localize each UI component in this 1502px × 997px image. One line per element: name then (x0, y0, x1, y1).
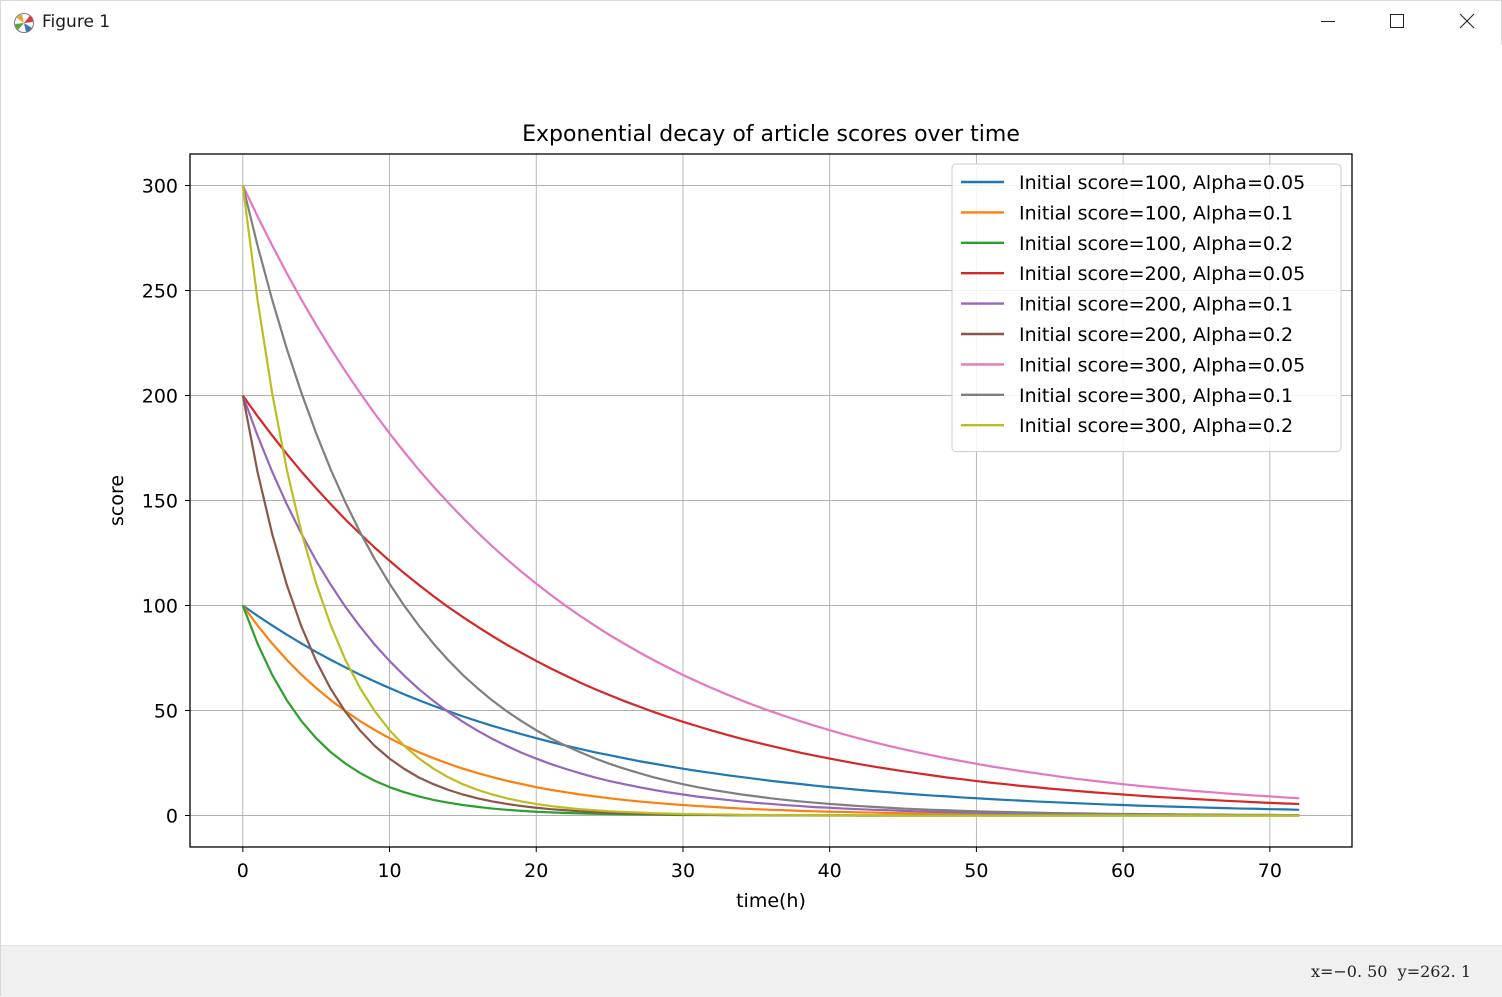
x-axis-label: time(h) (736, 890, 806, 912)
series-line-9 (241, 185, 1300, 817)
figure-canvas[interactable]: 0 10 20 30 40 50 60 70 0 50 100 150 200 250 300 Exponen… (1, 45, 1502, 945)
series-line-7 (241, 185, 1300, 800)
x-tick-label: 70 (1258, 860, 1282, 882)
series-line-1 (242, 604, 1300, 811)
legend-box (951, 163, 1342, 453)
x-tick-label: 10 (377, 860, 401, 882)
legend-entry-label: Initial score=100, Alpha=0.05 (1019, 172, 1305, 194)
x-tick-label: 50 (964, 860, 988, 882)
window-title: Figure 1 (42, 12, 111, 32)
y-tick-label: 50 (154, 701, 178, 723)
y-tick-label: 150 (142, 491, 178, 513)
x-tick-label: 60 (1111, 860, 1135, 882)
status-bar: x=−0. 50 y=262. 1 (1, 945, 1502, 997)
y-tick-label: 300 (142, 176, 178, 198)
series-line-8 (241, 185, 1300, 817)
legend-entry-label: Initial score=200, Alpha=0.2 (1019, 324, 1293, 346)
close-button[interactable] (1432, 1, 1502, 45)
legend-entry-label: Initial score=300, Alpha=0.05 (1019, 354, 1305, 376)
legend-entry-label: Initial score=100, Alpha=0.2 (1019, 233, 1293, 255)
x-tick-label: 0 (237, 860, 249, 882)
title-bar[interactable]: Figure 1 (1, 1, 1501, 45)
x-tick-label: 30 (671, 860, 695, 882)
matplotlib-figure-icon (13, 12, 35, 34)
y-axis-label: score (106, 475, 128, 526)
maximize-icon (1389, 13, 1405, 33)
legend-entry-label: Initial score=300, Alpha=0.2 (1019, 415, 1293, 437)
chart-title: Exponential decay of article scores over… (522, 122, 1020, 147)
cursor-coordinates: x=−0. 50 y=262. 1 (1310, 962, 1471, 981)
legend-entry-label: Initial score=200, Alpha=0.1 (1019, 294, 1293, 316)
chart[interactable]: 0 10 20 30 40 50 60 70 0 50 100 150 200 250 300 Exponen… (1, 45, 1502, 945)
legend-entry-label: Initial score=200, Alpha=0.05 (1019, 263, 1305, 285)
x-tick-label: 20 (524, 860, 548, 882)
y-tick-label: 100 (142, 596, 178, 618)
close-icon (1459, 13, 1475, 33)
series-line-4 (241, 394, 1300, 806)
y-tick-label: 0 (166, 806, 178, 828)
x-tick-label: 40 (818, 860, 842, 882)
y-tick-label: 200 (142, 386, 178, 408)
minimize-button[interactable] (1293, 1, 1363, 45)
y-tick-label: 250 (142, 281, 178, 303)
legend-entry-label: Initial score=100, Alpha=0.1 (1019, 202, 1293, 224)
maximize-button[interactable] (1362, 1, 1432, 45)
legend-entry-label: Initial score=300, Alpha=0.1 (1019, 385, 1293, 407)
minimize-icon (1320, 13, 1336, 33)
